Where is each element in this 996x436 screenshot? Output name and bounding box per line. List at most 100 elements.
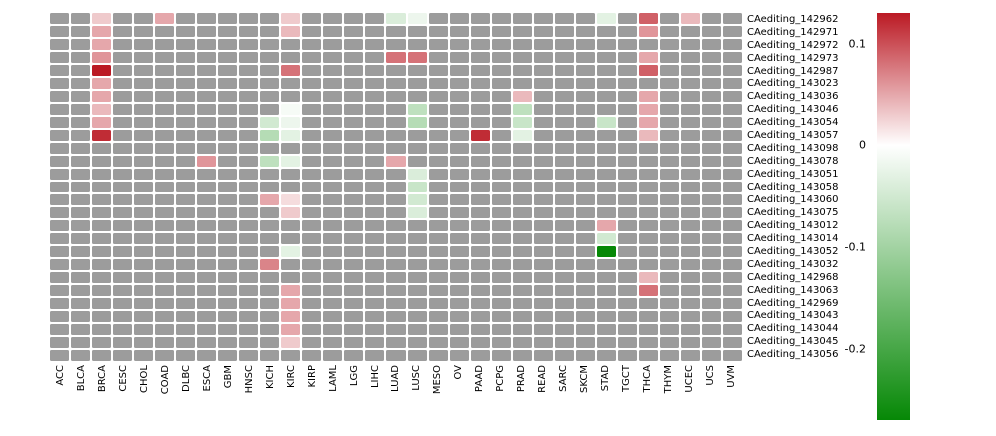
heatmap-cell (386, 272, 406, 284)
heatmap-cell (449, 51, 469, 63)
heatmap-cell (302, 116, 322, 128)
heatmap-cell (491, 168, 511, 180)
heatmap-cell (50, 38, 70, 50)
heatmap-cell (722, 77, 742, 89)
heatmap-cell (659, 51, 679, 63)
heatmap-cell (92, 142, 112, 154)
heatmap-cell (449, 142, 469, 154)
heatmap-cell (554, 324, 574, 336)
heatmap-cell (218, 272, 238, 284)
heatmap-cell (680, 246, 700, 258)
heatmap-cell (260, 246, 280, 258)
heatmap-cell (218, 259, 238, 271)
heatmap-cell (512, 285, 532, 297)
heatmap-cell (407, 77, 427, 89)
heatmap-cell (617, 155, 637, 167)
heatmap-cell (92, 103, 112, 115)
heatmap-cell (722, 207, 742, 219)
heatmap-cell (617, 272, 637, 284)
heatmap-cell (659, 246, 679, 258)
heatmap-cell (575, 142, 595, 154)
heatmap-cell (701, 298, 721, 310)
heatmap-cell (323, 298, 343, 310)
heatmap-cell (218, 298, 238, 310)
heatmap-cell (344, 38, 364, 50)
heatmap-cell (134, 298, 154, 310)
heatmap-cell (134, 233, 154, 245)
heatmap-cell (575, 116, 595, 128)
heatmap-cell (176, 25, 196, 37)
heatmap-cell (533, 51, 553, 63)
heatmap-cell (71, 168, 91, 180)
heatmap-cell (92, 64, 112, 76)
heatmap-cell (176, 168, 196, 180)
heatmap-cell (680, 220, 700, 232)
heatmap-cell (449, 350, 469, 361)
heatmap-cell (470, 168, 490, 180)
heatmap-cell (92, 51, 112, 63)
heatmap-cell (218, 38, 238, 50)
heatmap-cell (260, 103, 280, 115)
heatmap-cell (470, 246, 490, 258)
heatmap-cell (71, 207, 91, 219)
heatmap-cell (512, 311, 532, 323)
heatmap-cell (617, 246, 637, 258)
heatmap-cell (722, 51, 742, 63)
heatmap-cell (533, 233, 553, 245)
heatmap-cell (197, 194, 217, 206)
heatmap-cell (470, 64, 490, 76)
y-axis-label: CAediting_142987 (747, 65, 839, 77)
heatmap-cell (50, 168, 70, 180)
heatmap-cell (680, 233, 700, 245)
heatmap-cell (386, 259, 406, 271)
heatmap-cell (722, 38, 742, 50)
heatmap-cell (260, 311, 280, 323)
heatmap-cell (638, 324, 658, 336)
heatmap-cell (722, 285, 742, 297)
heatmap-cell (722, 337, 742, 349)
heatmap-cell (722, 181, 742, 193)
heatmap-cell (50, 285, 70, 297)
heatmap-cell (701, 220, 721, 232)
heatmap-cell (92, 90, 112, 102)
heatmap-cell (659, 350, 679, 361)
heatmap-cell (239, 337, 259, 349)
heatmap-cell (554, 233, 574, 245)
heatmap-cell (407, 298, 427, 310)
heatmap-cell (71, 233, 91, 245)
heatmap-cell (302, 207, 322, 219)
heatmap-cell (71, 311, 91, 323)
heatmap-cell (71, 220, 91, 232)
heatmap-cell (680, 64, 700, 76)
heatmap-cell (50, 64, 70, 76)
heatmap-cell (407, 90, 427, 102)
heatmap-cell (134, 13, 154, 24)
heatmap-cell (512, 129, 532, 141)
heatmap-cell (50, 207, 70, 219)
heatmap-cell (680, 142, 700, 154)
heatmap-cell (638, 103, 658, 115)
heatmap-cell (113, 142, 133, 154)
heatmap-cell (302, 259, 322, 271)
heatmap-cell (512, 90, 532, 102)
heatmap-cell (554, 272, 574, 284)
heatmap-cell (71, 64, 91, 76)
heatmap-cell (617, 64, 637, 76)
heatmap-cell (659, 155, 679, 167)
heatmap-cell (281, 25, 301, 37)
heatmap-cell (407, 350, 427, 361)
heatmap-cell (302, 350, 322, 361)
heatmap-cell (260, 168, 280, 180)
y-axis-label: CAediting_143057 (747, 129, 839, 141)
heatmap-cell (218, 103, 238, 115)
heatmap-cell (722, 194, 742, 206)
heatmap-cell (428, 259, 448, 271)
heatmap-cell (533, 246, 553, 258)
heatmap-cell (554, 207, 574, 219)
colorbar-tick-label: -0.1 (844, 240, 866, 254)
heatmap-cell (575, 90, 595, 102)
heatmap-cell (134, 64, 154, 76)
heatmap-cell (113, 207, 133, 219)
heatmap-cell (113, 103, 133, 115)
heatmap-cell (491, 220, 511, 232)
